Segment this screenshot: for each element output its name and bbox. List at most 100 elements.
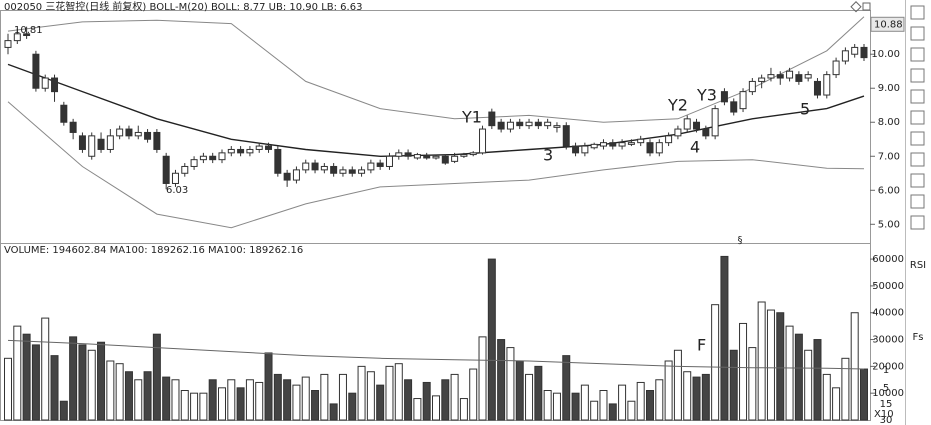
candle-body: [786, 70, 794, 79]
volume-bar: [627, 400, 636, 421]
candle-body: [404, 152, 412, 157]
volume-bar: [264, 352, 273, 421]
toolbar-icon[interactable]: [910, 194, 925, 209]
toolbar-icon[interactable]: [910, 131, 925, 146]
volume-bar: [22, 333, 31, 421]
sidebar-button[interactable]: 15: [880, 399, 893, 410]
candle-body: [683, 118, 691, 130]
y-tick-label: 50000: [872, 281, 904, 292]
sidebar-button[interactable]: 5: [883, 383, 889, 394]
toolbar-icon[interactable]: [910, 68, 925, 83]
annotation: 10.81: [14, 25, 43, 36]
price-title: 002050 三花智控(日线 前复权) BOLL-M(20) BOLL: 8.7…: [4, 0, 362, 13]
volume-bar: [534, 365, 543, 421]
candle-body: [767, 74, 775, 79]
candle-body: [358, 169, 366, 174]
candle-body: [479, 128, 487, 154]
volume-bar: [562, 355, 571, 421]
sidebar-button[interactable]: 30: [880, 415, 893, 425]
volume-bar: [432, 395, 440, 421]
volume-bar: [860, 368, 868, 421]
volume-bar: [785, 325, 794, 421]
candle-body: [739, 91, 747, 110]
icon[interactable]: [862, 2, 871, 11]
toolbar-icon[interactable]: [910, 26, 925, 41]
candle-body: [711, 108, 719, 137]
candle-body: [69, 121, 77, 133]
volume-bar: [571, 392, 580, 421]
volume-bar: [701, 373, 710, 421]
candle-body: [646, 142, 654, 154]
candle-body: [665, 135, 673, 144]
candle-body: [823, 74, 831, 96]
volume-bar: [580, 384, 589, 421]
y-tick-label: 6.00: [878, 185, 900, 196]
candle-body: [451, 155, 459, 162]
volume-bar: [590, 400, 599, 421]
toolbar-icon[interactable]: [910, 47, 925, 62]
volume-bar: [31, 344, 40, 421]
toolbar-icon[interactable]: [910, 89, 925, 104]
volume-bar: [664, 360, 673, 421]
volume-bar: [832, 387, 841, 421]
candle-body: [144, 131, 152, 140]
candle-body: [637, 138, 645, 144]
volume-bar: [506, 347, 515, 421]
candle-body: [199, 155, 207, 161]
candle-body: [720, 91, 728, 103]
volume-bar: [552, 392, 561, 421]
icon[interactable]: [850, 1, 862, 13]
candle-body: [320, 165, 328, 171]
candle-body: [51, 77, 59, 93]
volume-bar: [13, 325, 22, 421]
volume-bar: [422, 381, 431, 421]
candle-body: [832, 60, 840, 76]
volume-bar: [41, 317, 50, 421]
candle-body: [385, 155, 393, 167]
candle-body: [106, 135, 114, 150]
annotation: 3: [543, 146, 553, 165]
volume-bar: [301, 376, 310, 421]
volume-bar: [190, 392, 199, 421]
toolbar-icon[interactable]: [910, 173, 925, 188]
toolbar-icon[interactable]: [910, 215, 925, 230]
toolbar-icon[interactable]: [910, 110, 925, 125]
candle-body: [153, 131, 161, 150]
volume-bar: [813, 339, 822, 421]
candle-body: [413, 154, 421, 159]
toolbar-icon[interactable]: [910, 5, 925, 20]
y-tick-label: 8.00: [878, 117, 900, 128]
sidebar-button[interactable]: RSI: [910, 260, 926, 271]
volume-bar: [273, 373, 282, 421]
candle-body: [283, 172, 291, 181]
volume-bar: [636, 381, 645, 421]
y-tick-label: 20000: [872, 361, 904, 372]
sidebar-button[interactable]: 1: [883, 365, 889, 376]
candle-body: [376, 162, 384, 167]
volume-bar: [673, 349, 682, 421]
candle-body: [609, 142, 617, 147]
volume-bar: [69, 336, 78, 421]
candle-body: [13, 33, 21, 42]
y-tick-label: 40000: [872, 308, 904, 319]
candle-body: [730, 101, 738, 113]
candle-body: [581, 145, 589, 154]
y-tick-label: 10000: [872, 388, 904, 399]
volume-bar: [804, 349, 813, 421]
candle-body: [516, 121, 524, 127]
candle-body: [618, 142, 626, 147]
volume-bar: [59, 400, 68, 421]
candle-body: [246, 148, 254, 154]
volume-bar: [255, 381, 264, 421]
candle-body: [116, 128, 124, 137]
candle-body: [572, 145, 580, 154]
volume-bar: [646, 390, 654, 421]
volume-bar: [162, 376, 171, 421]
volume-bar: [357, 365, 366, 421]
sidebar-button[interactable]: Fs: [913, 332, 924, 343]
candle-body: [702, 128, 710, 137]
candle-body: [32, 53, 40, 89]
candle-body: [460, 154, 468, 157]
candle-body: [227, 148, 235, 154]
toolbar-icon[interactable]: [910, 152, 925, 167]
